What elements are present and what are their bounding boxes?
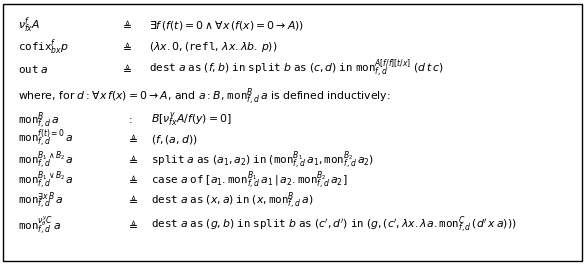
Text: $\mathtt{split}\;a\;\mathtt{as}\;(a_1,a_2)\;\mathtt{in}\;(\mathtt{mon}^{B_1}_{f,: $\mathtt{split}\;a\;\mathtt{as}\;(a_1,a_… <box>151 149 374 171</box>
Text: $\mathtt{cofix}^f_{bx}p$: $\mathtt{cofix}^f_{bx}p$ <box>18 37 68 57</box>
Text: $\mathtt{dest}\;a\;\mathtt{as}\;(x,a)\;\mathtt{in}\;(x,\mathtt{mon}^B_{f,d}\,a)$: $\mathtt{dest}\;a\;\mathtt{as}\;(x,a)\;\… <box>151 190 314 211</box>
Text: $:$: $:$ <box>126 115 132 125</box>
Text: $\nu^f_{fx}A$: $\nu^f_{fx}A$ <box>18 15 40 35</box>
Text: $\mathtt{mon}^{B_1\wedge B_2}_{f,d}\,a$: $\mathtt{mon}^{B_1\wedge B_2}_{f,d}\,a$ <box>18 149 74 171</box>
FancyBboxPatch shape <box>3 4 582 261</box>
Text: $\mathtt{mon}^{\exists x\,B}_{f,d}\,a$: $\mathtt{mon}^{\exists x\,B}_{f,d}\,a$ <box>18 190 63 211</box>
Text: $\triangleq$: $\triangleq$ <box>126 195 138 205</box>
Text: $(\lambda x.0,(\mathtt{refl},\,\lambda x.\lambda b.\,p))$: $(\lambda x.0,(\mathtt{refl},\,\lambda x… <box>149 40 278 54</box>
Text: $\mathtt{dest}\;a\;\mathtt{as}\;(f,b)\;\mathtt{in}\;\mathtt{split}\;b\;\mathtt{a: $\mathtt{dest}\;a\;\mathtt{as}\;(f,b)\;\… <box>149 58 443 81</box>
Text: $\mathtt{case}\;a\;\mathtt{of}\;[a_1.\mathtt{mon}^{B_1}_{f,d}\,a_1\,|\,a_2.\math: $\mathtt{case}\;a\;\mathtt{of}\;[a_1.\ma… <box>151 169 347 191</box>
Text: $\mathtt{mon}^B_{f,d}\,a$: $\mathtt{mon}^B_{f,d}\,a$ <box>18 110 58 131</box>
Text: $\triangleq$: $\triangleq$ <box>126 220 138 230</box>
Text: $\mathtt{mon}^{\nu^y_\theta C}_{f,d}\,a$: $\mathtt{mon}^{\nu^y_\theta C}_{f,d}\,a$ <box>18 214 61 236</box>
Text: $\mathtt{out}\;a$: $\mathtt{out}\;a$ <box>18 63 48 76</box>
Text: $\mathtt{mon}^{f(t)=0}_{f,d}\,a$: $\mathtt{mon}^{f(t)=0}_{f,d}\,a$ <box>18 128 73 150</box>
Text: where, for $d:\forall x\,f(x)=0\rightarrow A$, and $a:B$, $\mathtt{mon}^B_{f,d}\: where, for $d:\forall x\,f(x)=0\rightarr… <box>18 86 390 107</box>
Text: $\exists f\,(f(t)=0 \wedge \forall x\,(f(x)=0 \rightarrow A))$: $\exists f\,(f(t)=0 \wedge \forall x\,(f… <box>149 18 304 32</box>
Text: $\triangleq$: $\triangleq$ <box>126 134 138 144</box>
Text: $\triangleq$: $\triangleq$ <box>126 155 138 165</box>
Text: $\triangleq$: $\triangleq$ <box>120 20 132 30</box>
Text: $\triangleq$: $\triangleq$ <box>120 42 132 52</box>
Text: $\mathtt{dest}\;a\;\mathtt{as}\;(g,b)\;\mathtt{in}\;\mathtt{split}\;b\;\mathtt{a: $\mathtt{dest}\;a\;\mathtt{as}\;(g,b)\;\… <box>151 214 517 235</box>
Text: $(f,(a,d))$: $(f,(a,d))$ <box>151 133 198 146</box>
Text: $\triangleq$: $\triangleq$ <box>126 175 138 185</box>
Text: $\mathtt{mon}^{B_1\vee B_2}_{f,d}\,a$: $\mathtt{mon}^{B_1\vee B_2}_{f,d}\,a$ <box>18 169 74 191</box>
Text: $B[\nu^y_{fx}A/f(y)=0]$: $B[\nu^y_{fx}A/f(y)=0]$ <box>151 111 232 129</box>
Text: $\triangleq$: $\triangleq$ <box>120 64 132 74</box>
